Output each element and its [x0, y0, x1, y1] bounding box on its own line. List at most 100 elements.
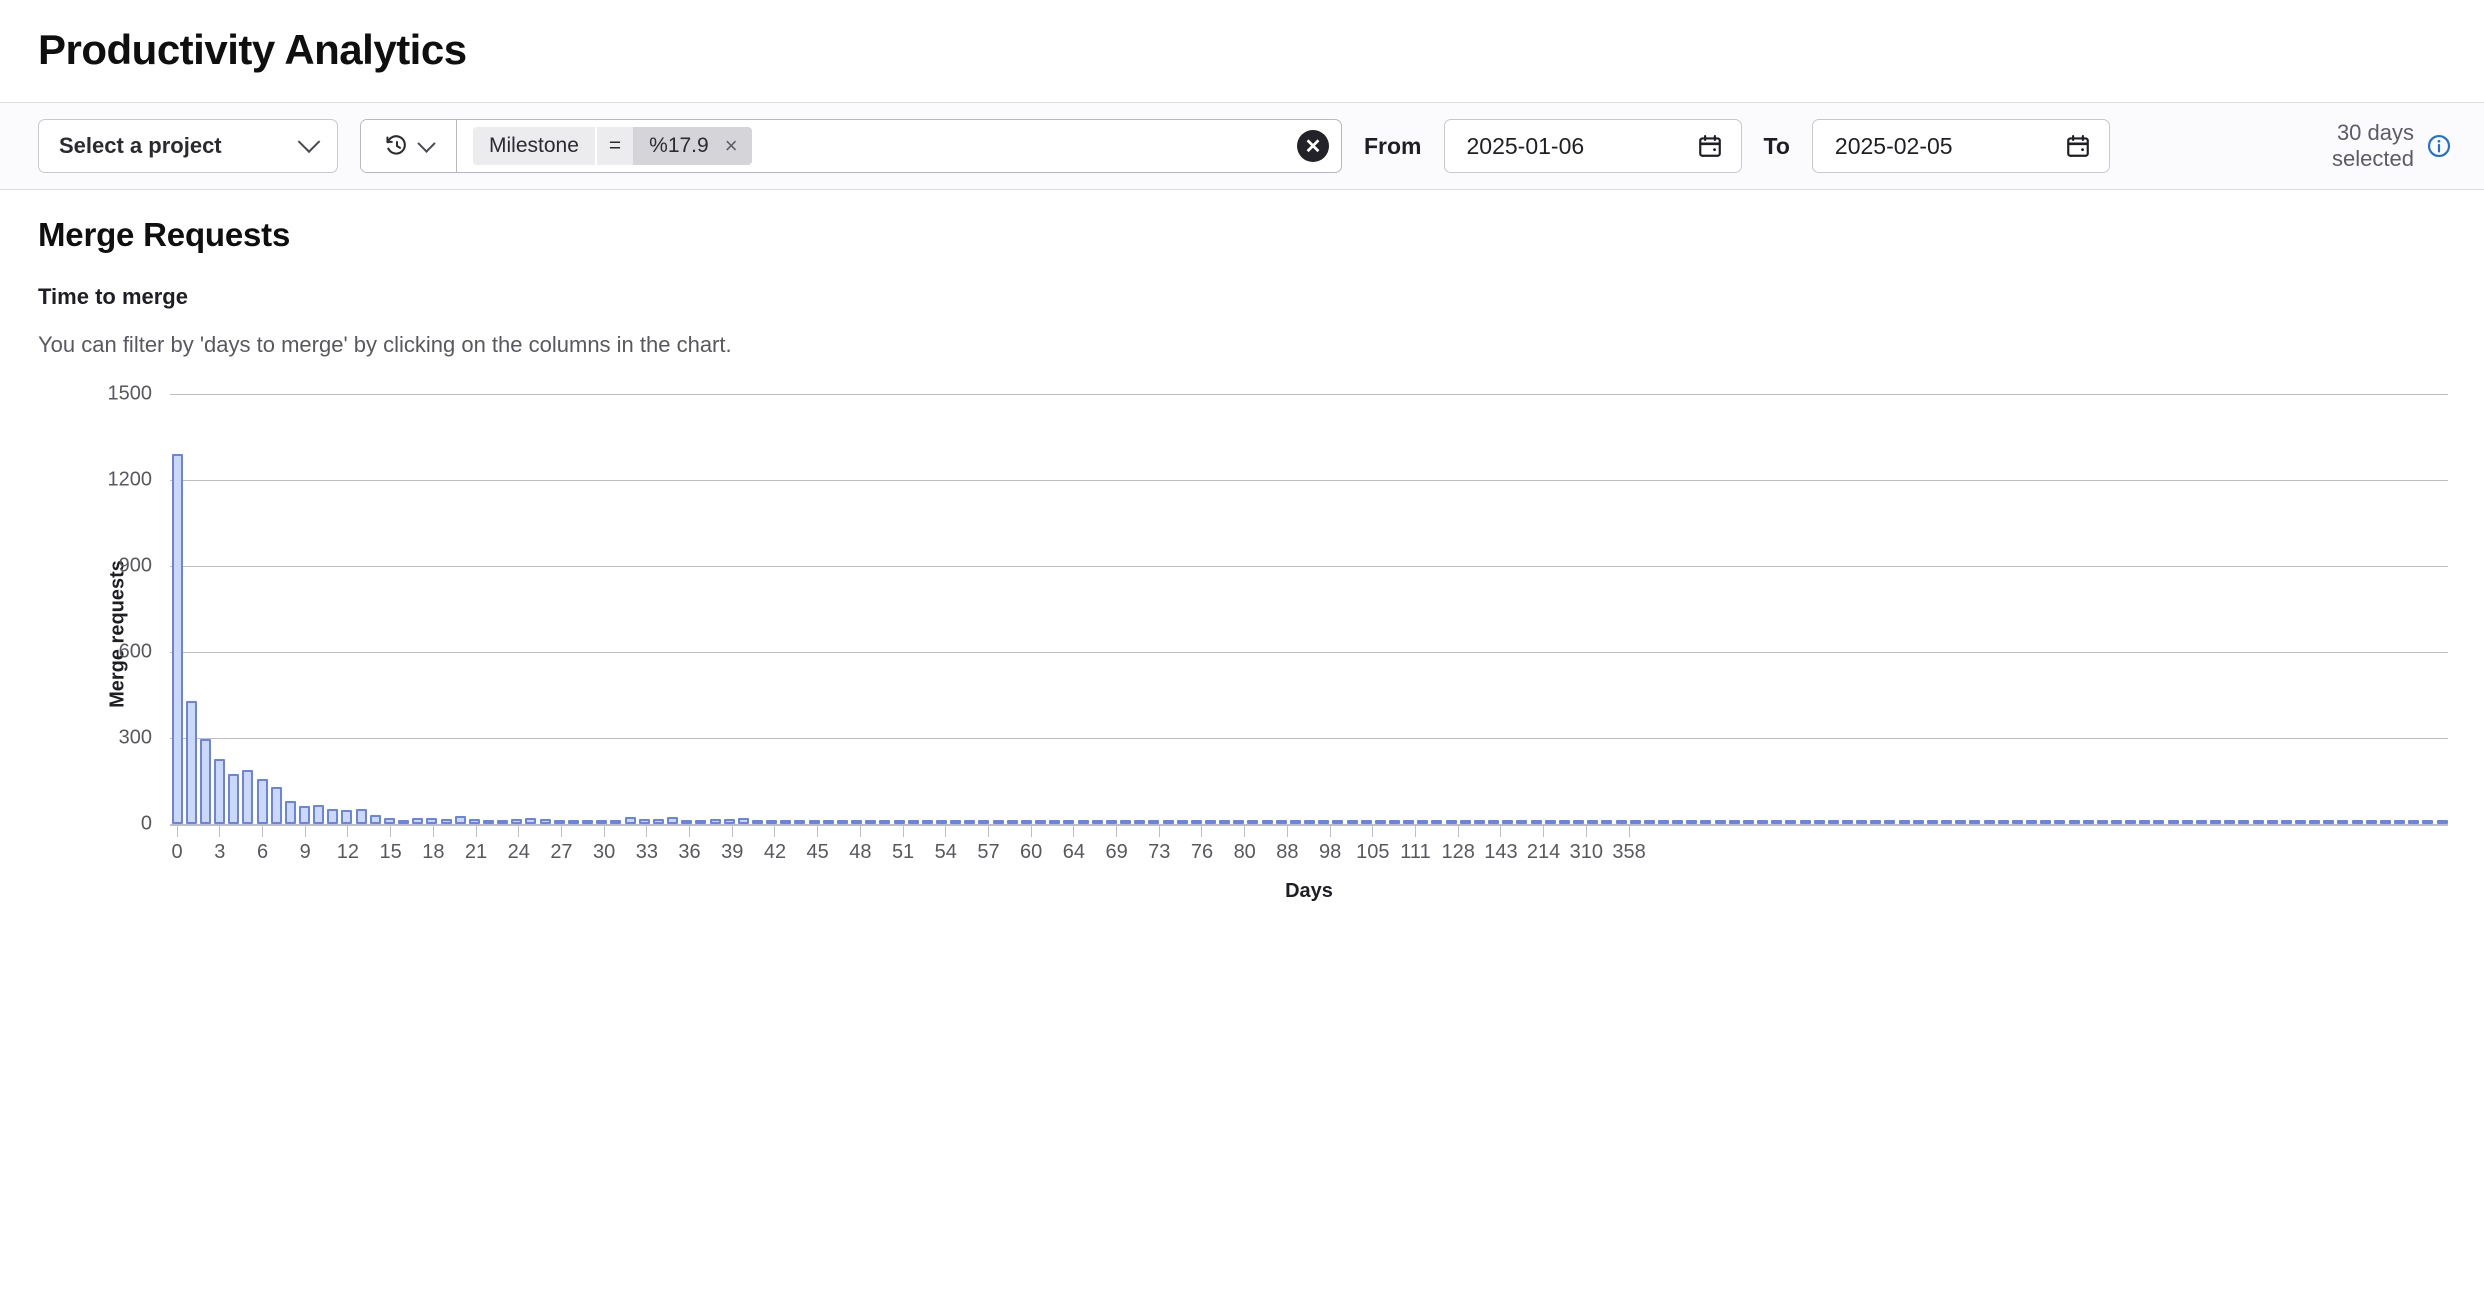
chart-bar-column[interactable]: [2378, 820, 2392, 824]
chart-bar[interactable]: [865, 820, 877, 824]
chart-bar[interactable]: [751, 820, 763, 824]
chart-bar[interactable]: [1558, 820, 1570, 824]
chart-bar[interactable]: [1870, 820, 1882, 824]
chart-bar[interactable]: [1162, 820, 1174, 824]
chart-bar[interactable]: [2040, 820, 2052, 824]
chart-bar[interactable]: [1035, 820, 1047, 824]
chart-bar[interactable]: [1403, 820, 1415, 824]
chart-bar[interactable]: [2195, 820, 2207, 824]
chart-bar-column[interactable]: [2364, 820, 2378, 824]
chart-bar-column[interactable]: [1529, 820, 1543, 824]
chart-bar[interactable]: [1530, 820, 1542, 824]
chart-bar[interactable]: [1275, 820, 1287, 824]
chart-bar[interactable]: [851, 820, 863, 824]
chart-bar[interactable]: [1176, 820, 1188, 824]
chart-bar[interactable]: [1672, 820, 1684, 824]
chart-bar[interactable]: [1360, 820, 1372, 824]
chart-bar-column[interactable]: [439, 819, 453, 824]
chart-bar[interactable]: [1417, 820, 1429, 824]
chart-bar[interactable]: [1318, 820, 1330, 824]
chart-bar-column[interactable]: [920, 820, 934, 824]
chart-bar-column[interactable]: [963, 820, 977, 824]
chart-bar-column[interactable]: [1133, 820, 1147, 824]
chart-bar-column[interactable]: [1940, 820, 1954, 824]
chart-bar[interactable]: [1020, 820, 1032, 824]
chart-bar-column[interactable]: [2322, 820, 2336, 824]
chart-bar[interactable]: [2238, 820, 2250, 824]
chart-bar[interactable]: [1615, 820, 1627, 824]
chart-bar-column[interactable]: [2350, 820, 2364, 824]
chart-bar[interactable]: [1714, 820, 1726, 824]
chart-bar[interactable]: [610, 820, 622, 824]
chart-bar[interactable]: [978, 820, 990, 824]
chart-bar-column[interactable]: [1034, 820, 1048, 824]
chart-bar-column[interactable]: [198, 738, 212, 824]
chart-bar[interactable]: [1955, 820, 1967, 824]
chart-bar-column[interactable]: [680, 820, 694, 824]
chart-bar[interactable]: [1516, 820, 1528, 824]
chart-bar-column[interactable]: [892, 820, 906, 824]
chart-bar-column[interactable]: [779, 820, 793, 824]
chart-bar[interactable]: [511, 818, 523, 824]
chart-bar-column[interactable]: [722, 818, 736, 824]
chart-bar[interactable]: [907, 820, 919, 824]
chart-bar-column[interactable]: [354, 809, 368, 824]
chart-bar[interactable]: [1898, 820, 1910, 824]
chart-bar[interactable]: [836, 820, 848, 824]
chart-bar[interactable]: [1261, 820, 1273, 824]
chart-bar[interactable]: [808, 820, 820, 824]
chart-bar-column[interactable]: [2279, 820, 2293, 824]
chart-bar-column[interactable]: [425, 818, 439, 824]
chart-bar[interactable]: [1842, 820, 1854, 824]
chart-bar[interactable]: [426, 818, 438, 824]
chart-bar-column[interactable]: [1614, 820, 1628, 824]
filter-history-button[interactable]: [361, 120, 457, 172]
chart-bar[interactable]: [1219, 820, 1231, 824]
chart-bar-column[interactable]: [665, 816, 679, 824]
filter-token-value-chip[interactable]: %17.9 ×: [633, 127, 752, 165]
chart-bar-column[interactable]: [1317, 820, 1331, 824]
chart-bar-column[interactable]: [934, 820, 948, 824]
chart-bar-column[interactable]: [1954, 820, 1968, 824]
chart-bar-column[interactable]: [1883, 820, 1897, 824]
chart-bar-column[interactable]: [793, 820, 807, 824]
chart-bar[interactable]: [652, 819, 664, 824]
chart-bar-column[interactable]: [2194, 820, 2208, 824]
chart-bar-column[interactable]: [184, 700, 198, 824]
chart-bar-column[interactable]: [1104, 820, 1118, 824]
chart-bar-column[interactable]: [1727, 820, 1741, 824]
chart-bar-column[interactable]: [1373, 820, 1387, 824]
chart-bar-column[interactable]: [2407, 820, 2421, 824]
chart-bar-column[interactable]: [1090, 820, 1104, 824]
chart-bar-column[interactable]: [2223, 820, 2237, 824]
chart-bar-column[interactable]: [2138, 820, 2152, 824]
chart-bar[interactable]: [1657, 820, 1669, 824]
chart-bar[interactable]: [341, 809, 353, 824]
chart-bar-column[interactable]: [1232, 820, 1246, 824]
chart-bar-column[interactable]: [2308, 820, 2322, 824]
chart-bar-column[interactable]: [1741, 820, 1755, 824]
chart-bar[interactable]: [2436, 820, 2448, 824]
chart-bar-column[interactable]: [1925, 820, 1939, 824]
chart-bar-column[interactable]: [1557, 820, 1571, 824]
chart-bar[interactable]: [327, 809, 339, 824]
chart-bar-column[interactable]: [1005, 820, 1019, 824]
chart-bar[interactable]: [185, 700, 197, 824]
chart-bar-column[interactable]: [1345, 820, 1359, 824]
chart-bar[interactable]: [468, 819, 480, 824]
chart-bar[interactable]: [780, 820, 792, 824]
chart-bar[interactable]: [1190, 820, 1202, 824]
chart-bar[interactable]: [2026, 820, 2038, 824]
chart-bar[interactable]: [1120, 820, 1132, 824]
chart-bar[interactable]: [1105, 820, 1117, 824]
chart-bar[interactable]: [1091, 820, 1103, 824]
chart-bar-column[interactable]: [1515, 820, 1529, 824]
chart-bar-column[interactable]: [1713, 820, 1727, 824]
chart-bar[interactable]: [1233, 820, 1245, 824]
chart-bar[interactable]: [2408, 820, 2420, 824]
chart-bar-column[interactable]: [1996, 820, 2010, 824]
chart-bar-column[interactable]: [1472, 820, 1486, 824]
chart-bar-column[interactable]: [878, 820, 892, 824]
chart-bar-column[interactable]: [1303, 820, 1317, 824]
chart-bar-column[interactable]: [1288, 820, 1302, 824]
